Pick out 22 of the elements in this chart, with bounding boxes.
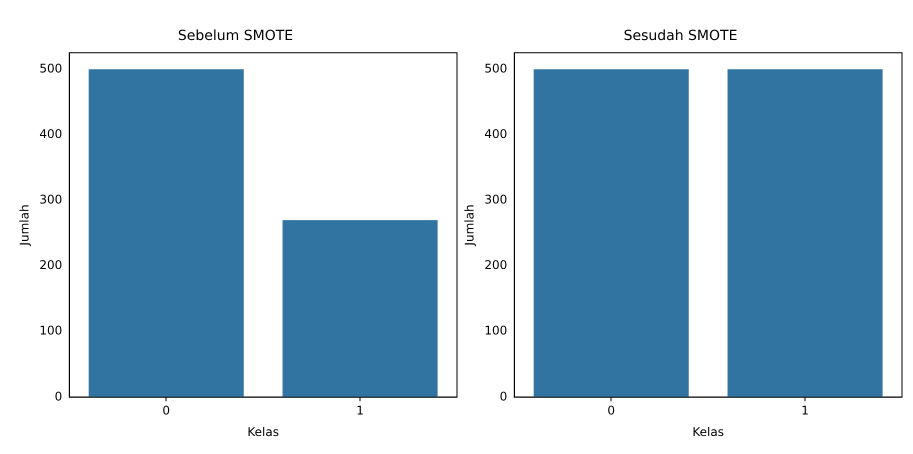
x-axis-title: Kelas [247,424,279,439]
y-axis-title: Jumlah [462,204,476,247]
y-tick-label: 0 [54,389,62,404]
x-tick-label: 0 [607,404,616,418]
chart-title: Sebelum SMOTE [178,28,294,44]
y-axis-title: Jumlah [17,204,32,247]
y-tick-label: 500 [39,61,62,76]
y-tick-label: 0 [500,389,508,404]
y-tick-label: 100 [484,324,508,338]
y-tick-label: 200 [484,258,508,272]
y-tick-label: 400 [484,126,508,141]
y-tick-label: 200 [39,258,62,272]
x-tick-label: 0 [162,404,170,418]
chart-title: Sesudah SMOTE [624,28,738,44]
y-tick-label: 100 [39,324,62,338]
y-tick-label: 300 [39,192,62,207]
x-tick-label: 1 [801,404,809,418]
y-tick-label: 400 [39,126,62,141]
x-tick-label: 1 [356,404,364,418]
y-tick-label: 300 [484,192,508,207]
y-tick-label: 500 [484,61,508,76]
x-axis-title: Kelas [692,424,724,439]
